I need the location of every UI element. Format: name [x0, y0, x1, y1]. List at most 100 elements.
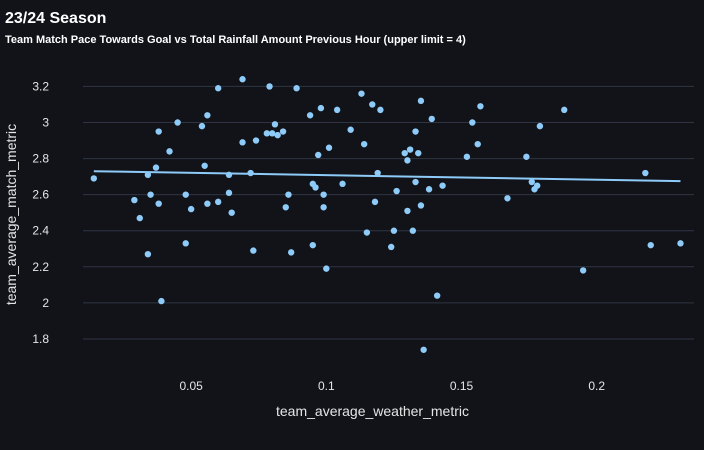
data-point — [339, 180, 346, 188]
data-point — [374, 169, 381, 177]
data-point — [201, 162, 208, 169]
data-point — [477, 103, 484, 110]
y-axis-label: team_average_match_metric — [3, 124, 19, 305]
y-tick-label: 2.2 — [32, 260, 49, 274]
data-points — [90, 76, 684, 353]
y-tick-label: 2.8 — [32, 152, 49, 166]
data-point — [417, 202, 425, 209]
data-point — [333, 106, 341, 114]
data-point — [358, 90, 365, 97]
data-point — [536, 122, 544, 130]
data-point — [293, 85, 300, 92]
data-point — [642, 169, 649, 177]
data-point — [239, 139, 246, 146]
data-point — [285, 191, 292, 198]
data-point — [320, 191, 327, 198]
data-point — [250, 247, 257, 254]
y-tick-labels: 1.8 2 2.2 2.4 2.6 2.8 3 3.2 — [32, 79, 49, 346]
x-tick-label: 0.1 — [318, 379, 335, 393]
data-point — [401, 149, 408, 157]
data-point — [174, 119, 181, 126]
data-point — [317, 104, 325, 112]
data-point — [406, 146, 414, 153]
y-tick-label: 2.6 — [32, 188, 49, 202]
data-point — [287, 249, 295, 256]
data-point — [266, 83, 273, 90]
data-point — [90, 175, 98, 182]
data-point — [504, 195, 511, 202]
data-point — [306, 112, 314, 119]
data-point — [204, 112, 211, 119]
data-point — [263, 130, 271, 137]
data-point — [533, 182, 541, 189]
data-point — [523, 153, 530, 160]
data-point — [404, 207, 411, 215]
data-point — [420, 346, 427, 353]
data-point — [390, 227, 398, 234]
data-point — [136, 214, 143, 222]
data-point — [214, 85, 222, 92]
data-point — [309, 241, 317, 249]
x-tick-labels: 0.05 0.1 0.15 0.2 — [179, 379, 605, 393]
data-point — [147, 191, 154, 198]
data-point — [214, 198, 222, 206]
x-tick-label: 0.2 — [588, 379, 605, 393]
data-point — [182, 240, 189, 247]
data-point — [271, 121, 279, 128]
data-point — [144, 171, 152, 179]
data-point — [388, 243, 395, 251]
data-point — [155, 128, 162, 135]
data-point — [561, 106, 568, 114]
data-point — [677, 240, 684, 247]
data-point — [166, 148, 173, 155]
data-point — [155, 200, 162, 207]
data-point — [182, 191, 189, 198]
data-point — [412, 178, 419, 186]
data-point — [279, 128, 287, 135]
data-point — [239, 76, 246, 83]
data-point — [579, 267, 587, 274]
data-point — [325, 144, 333, 151]
data-point — [187, 205, 195, 213]
data-point — [228, 209, 235, 216]
data-point — [131, 196, 138, 204]
data-point — [425, 186, 433, 193]
gridlines — [83, 85, 694, 340]
data-point — [323, 265, 330, 272]
trendline — [93, 170, 681, 183]
y-tick-label: 2.4 — [32, 224, 49, 238]
chart-title: 23/24 Season — [5, 10, 107, 27]
data-point — [204, 200, 211, 207]
y-tick-label: 3.2 — [32, 79, 49, 93]
data-point — [225, 189, 233, 197]
data-point — [315, 151, 322, 159]
chart-subtitle: Team Match Pace Towards Goal vs Total Ra… — [5, 34, 466, 46]
x-tick-label: 0.05 — [179, 379, 203, 393]
data-point — [412, 128, 419, 135]
y-tick-label: 3 — [42, 116, 49, 130]
data-point — [371, 198, 379, 206]
data-point — [377, 106, 384, 114]
data-point — [252, 137, 260, 144]
data-point — [439, 182, 446, 189]
x-axis-label: team_average_weather_metric — [276, 403, 469, 419]
data-point — [469, 119, 476, 126]
x-tick-label: 0.15 — [450, 379, 474, 393]
data-point — [198, 122, 206, 130]
data-point — [360, 140, 368, 148]
data-point — [647, 241, 654, 249]
data-point — [463, 153, 471, 160]
data-point — [282, 204, 289, 211]
data-point — [474, 140, 481, 148]
data-point — [347, 126, 354, 133]
data-point — [363, 229, 371, 236]
data-point — [144, 250, 152, 258]
data-point — [428, 115, 435, 123]
data-point — [320, 204, 327, 211]
data-point — [269, 130, 276, 137]
data-point — [312, 184, 319, 191]
data-point — [409, 227, 417, 234]
data-point — [393, 187, 400, 195]
y-tick-label: 2 — [42, 296, 49, 310]
